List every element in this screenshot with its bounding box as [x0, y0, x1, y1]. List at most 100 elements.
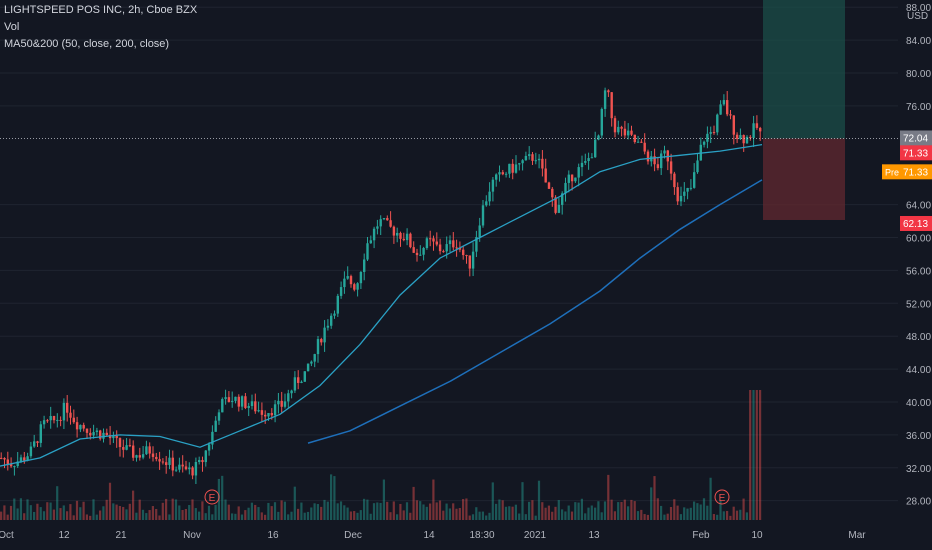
price-label: 72.04 [900, 130, 932, 146]
volume-bar [511, 506, 514, 520]
volume-bar [343, 505, 346, 520]
volume-bar [712, 514, 715, 520]
candle-body [105, 432, 108, 436]
candle-body [412, 247, 415, 253]
candle-body [656, 164, 660, 169]
volume-bar [56, 486, 59, 520]
candle-body [359, 271, 363, 284]
volume-bar [448, 508, 451, 520]
time-axis-bg [0, 522, 932, 550]
candle-body [419, 254, 422, 256]
candle-body [646, 151, 650, 162]
volume-bar [138, 499, 141, 520]
volume-bar [739, 509, 742, 520]
volume-bar [475, 507, 478, 520]
candle-body [227, 397, 231, 402]
candle-body [402, 238, 405, 241]
volume-bar [366, 499, 369, 520]
y-tick-label: 28.00 [906, 497, 931, 508]
candle-body [429, 238, 432, 240]
volume-bar [171, 498, 174, 520]
candle-body [165, 462, 168, 466]
volume-bar [613, 511, 616, 520]
candle-body [310, 361, 313, 364]
candle-body [627, 130, 630, 136]
volume-bar [69, 504, 72, 520]
candle-body [735, 134, 739, 139]
volume-bar [498, 499, 501, 520]
candle-body [382, 218, 386, 220]
volume-bar [514, 504, 517, 520]
volume-bar [19, 498, 22, 520]
volume-bar [716, 514, 719, 520]
volume-bar [442, 510, 445, 520]
candle-body [99, 430, 102, 439]
volume-bar [204, 513, 207, 520]
y-tick-label: 60.00 [906, 234, 931, 245]
volume-bar [250, 502, 253, 520]
candle-body [396, 232, 399, 236]
x-tick-label: 18:30 [469, 530, 494, 541]
volume-bar [422, 504, 425, 520]
volume-bar [316, 504, 319, 520]
volume-bar [640, 509, 643, 520]
volume-bar [155, 508, 158, 520]
volume-bars [0, 390, 762, 520]
volume-bar [165, 498, 168, 520]
candle-body [128, 445, 132, 447]
volume-bar [590, 505, 593, 520]
candle-body [617, 126, 620, 133]
volume-bar [570, 511, 574, 520]
volume-bar [46, 502, 49, 520]
volume-bar [336, 503, 339, 520]
x-tick-label: 10 [751, 530, 763, 541]
volume-bar [706, 505, 709, 520]
x-tick-label: Oct [0, 530, 14, 541]
chart-legend: LIGHTSPEED POS INC, 2h, Cboe BZX Vol MA5… [4, 2, 197, 53]
volume-bar [254, 504, 257, 520]
volume-bar [89, 515, 92, 520]
volume-bar [521, 482, 524, 520]
time-axis: Oct 12 21 Nov 16 Dec 14 18:30 2021 13 Feb 10 Mar [0, 522, 932, 550]
volume-bar [132, 490, 135, 520]
candle-body [290, 390, 293, 394]
volume-bar [118, 506, 121, 520]
candle-body [52, 416, 56, 421]
volume-bar [290, 511, 293, 520]
volume-bar [392, 501, 395, 520]
volume-bar [742, 498, 745, 520]
candle-body [198, 460, 201, 463]
y-tick-label: 84.00 [906, 36, 931, 47]
candle-body [66, 402, 69, 413]
y-tick-label: 80.00 [906, 69, 931, 80]
volume-bar [267, 502, 270, 520]
volume-bar [39, 507, 42, 520]
volume-bar [689, 507, 692, 520]
candle-body [458, 247, 462, 250]
volume-bar [534, 515, 537, 520]
candle-body [600, 108, 603, 136]
candle-body [561, 193, 564, 205]
price-label-bg [900, 130, 932, 146]
volume-indicator-label: Vol [4, 21, 20, 33]
candle-body [584, 161, 587, 163]
candle-body [168, 457, 171, 466]
candle-body [653, 156, 656, 165]
candle-body [686, 188, 689, 192]
x-tick-label: 12 [58, 530, 70, 541]
volume-bar [564, 511, 567, 520]
candle-body [485, 201, 488, 206]
candle-body [462, 249, 465, 256]
volume-bar [458, 507, 461, 520]
candle-body [564, 182, 567, 194]
volume-bar [693, 501, 696, 520]
volume-bar [561, 509, 564, 520]
candle-body [300, 381, 303, 383]
price-label-value: 71.33 [903, 148, 928, 159]
price-label-value: 72.04 [903, 133, 928, 144]
volume-bar [369, 513, 372, 520]
candle-body [498, 172, 501, 175]
candle-body [224, 397, 227, 400]
